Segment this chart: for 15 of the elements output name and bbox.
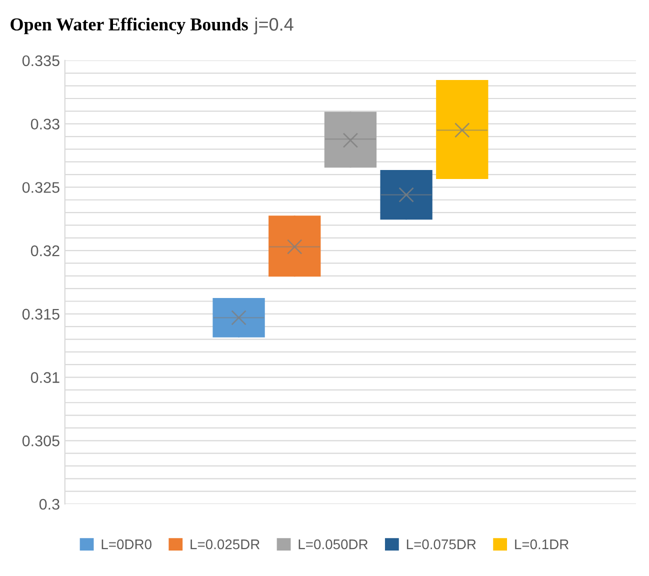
y-tick-label: 0.315 [22, 308, 60, 320]
chart-title: Open Water Efficiency Bounds [10, 18, 248, 34]
y-tick-label: 0.32 [30, 245, 60, 256]
y-tick-label: 0.305 [22, 436, 60, 446]
legend-label: L=0DR0 [102, 539, 152, 550]
chart-subtitle: j=0.4 [254, 18, 294, 34]
legend-label: L=0.050DR [298, 539, 368, 550]
y-tick-label: 0.335 [22, 55, 60, 66]
legend-label: L=0.075DR [406, 539, 476, 550]
legend-label: L=0.1DR [515, 539, 569, 550]
y-tick-label: 0.3 [39, 498, 60, 510]
y-tick-label: 0.33 [30, 118, 60, 130]
y-tick-label: 0.325 [22, 182, 60, 193]
legend-label: L=0.025DR [190, 539, 260, 550]
y-tick-label: 0.31 [30, 372, 60, 383]
